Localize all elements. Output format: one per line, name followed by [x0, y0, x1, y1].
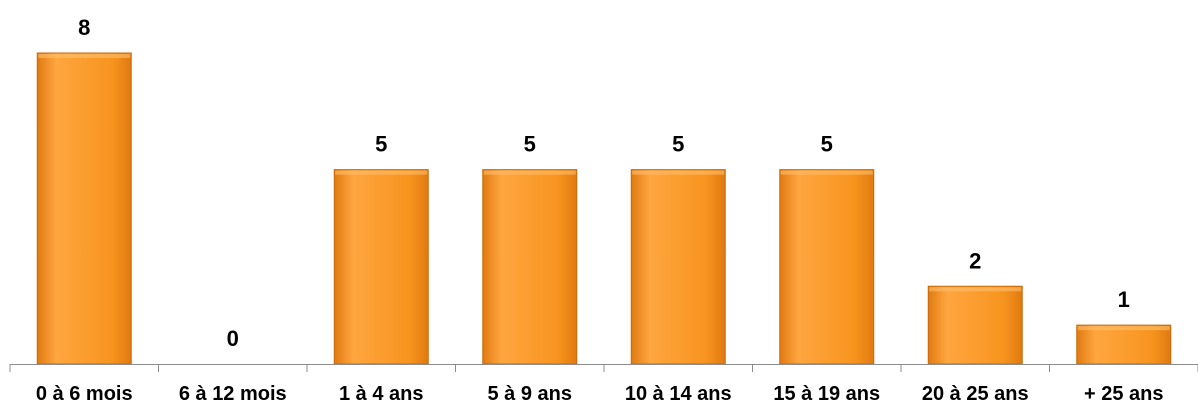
bar-highlight — [780, 170, 873, 175]
data-label: 0 — [227, 326, 239, 351]
data-label: 5 — [524, 132, 536, 157]
data-label: 5 — [672, 132, 684, 157]
bars-layer — [36, 52, 1172, 365]
x-tick-label: 0 à 6 mois — [36, 383, 133, 405]
bar — [927, 285, 1023, 365]
data-label: 5 — [821, 132, 833, 157]
bar-highlight — [335, 170, 428, 175]
data-label: 5 — [375, 132, 387, 157]
x-tick-label: 10 à 14 ans — [625, 383, 732, 405]
x-tick-label: 15 à 19 ans — [773, 383, 880, 405]
bar-highlight — [483, 170, 576, 175]
x-tick-label: 1 à 4 ans — [339, 383, 424, 405]
x-axis: 0 à 6 mois 6 à 12 mois 1 à 4 ans 5 à 9 ans 1… — [9, 364, 1198, 405]
data-label: 2 — [969, 248, 981, 273]
bar — [333, 169, 429, 365]
bar-highlight — [632, 170, 725, 175]
x-tick-label: + 25 ans — [1084, 383, 1164, 405]
x-tick-label: 6 à 12 mois — [179, 383, 287, 405]
data-labels: 8 0 5 5 5 5 2 1 — [78, 15, 1130, 351]
bar — [630, 169, 726, 365]
bar — [36, 52, 132, 365]
bar-highlight — [1077, 326, 1170, 331]
bar-highlight — [38, 54, 131, 58]
bar-highlight — [929, 287, 1022, 292]
bar — [779, 169, 875, 365]
x-tick-label: 5 à 9 ans — [487, 383, 572, 405]
data-label: 8 — [78, 15, 90, 40]
data-label: 1 — [1118, 287, 1130, 312]
bar — [482, 169, 578, 365]
bar — [1076, 324, 1172, 365]
x-tick-label: 20 à 25 ans — [922, 383, 1029, 405]
